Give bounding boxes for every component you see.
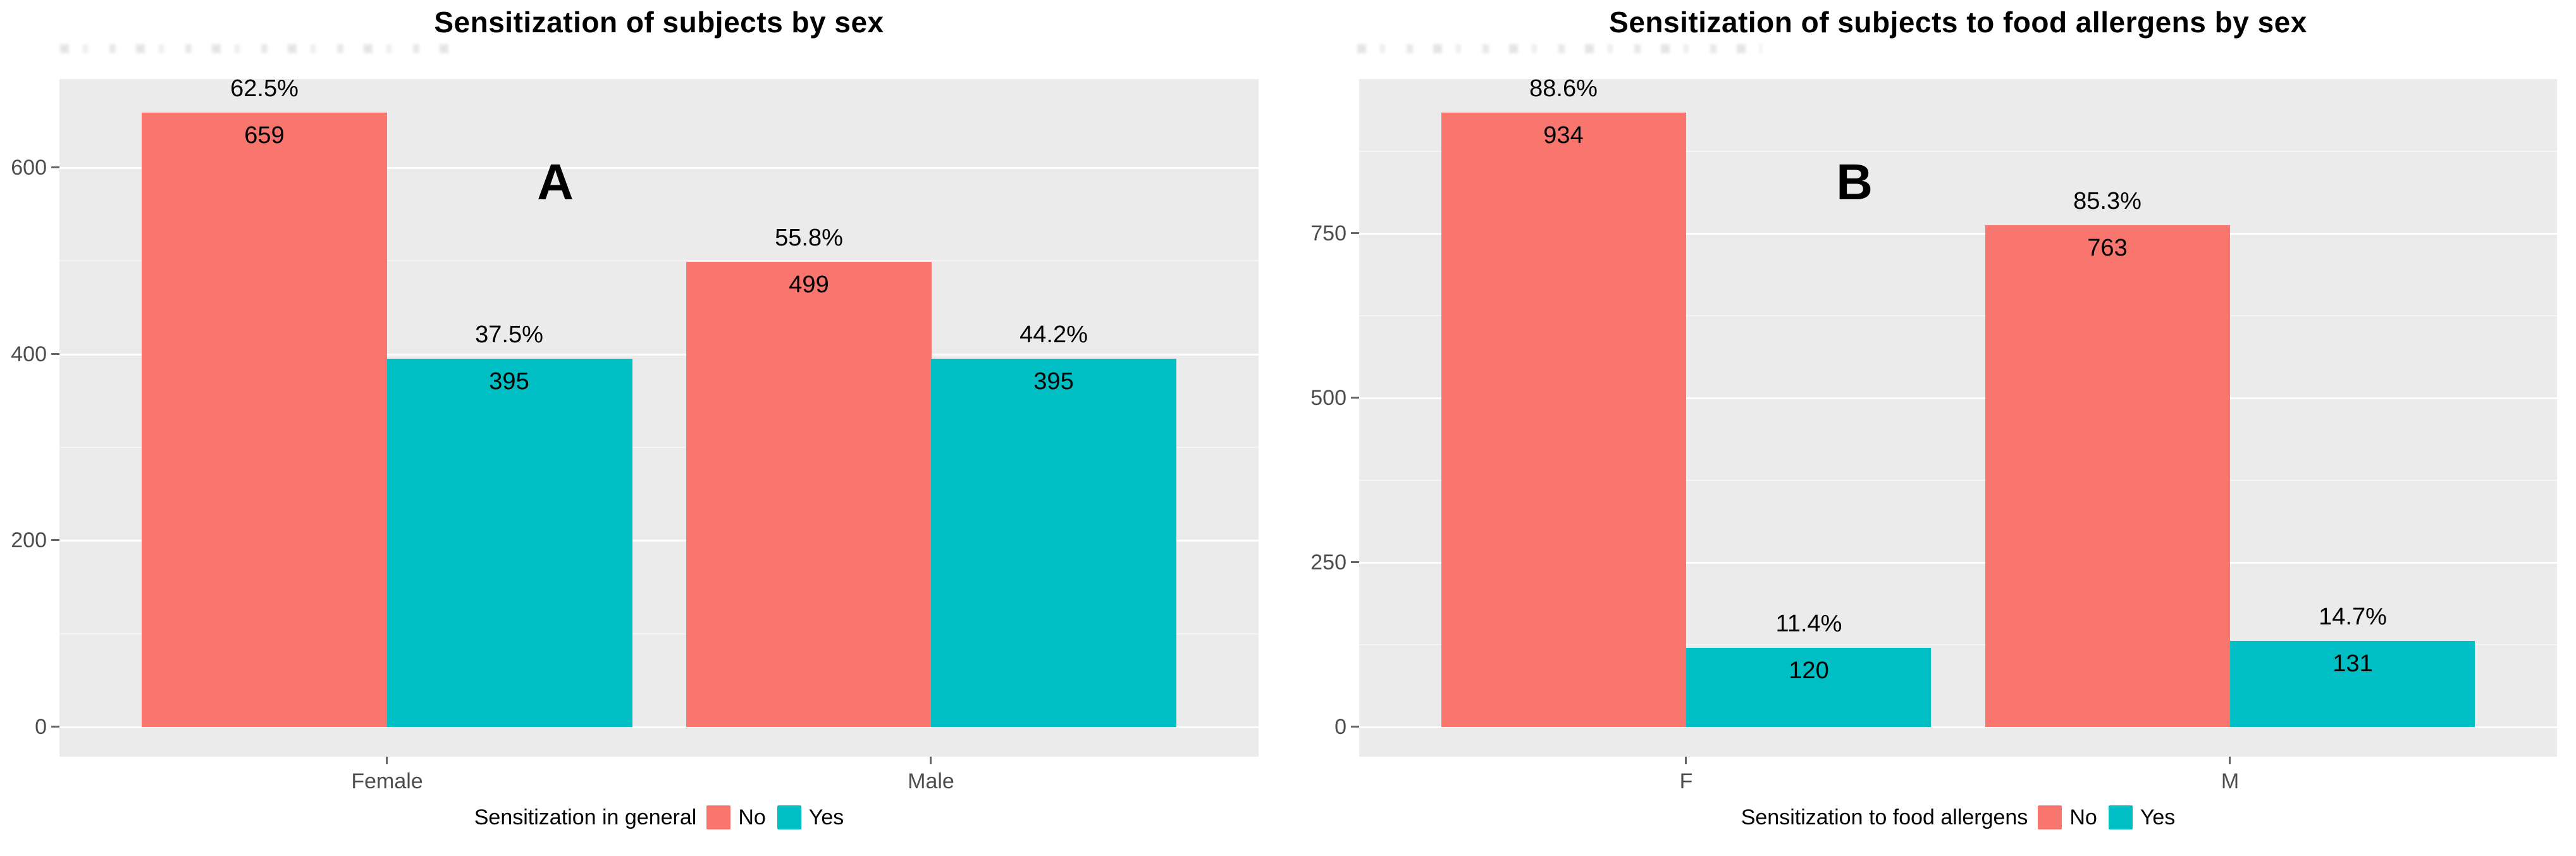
legend-item-no: No — [2038, 805, 2097, 830]
gridline-major-0 — [59, 726, 1259, 728]
y-tick-mark-0 — [1351, 726, 1359, 728]
y-tick-label-600: 600 — [11, 156, 47, 180]
x-tick-label-female: Female — [351, 769, 423, 793]
chart-b: Sensitization of subjects to food allerg… — [1290, 0, 2576, 856]
y-tick-label-400: 400 — [11, 342, 47, 366]
bar-percent-label-yes-f: 11.4% — [1775, 611, 1842, 637]
legend-item-no: No — [706, 805, 766, 830]
chart-a-legend-items: No Yes — [706, 805, 844, 830]
y-tick-label-750: 750 — [1310, 221, 1347, 245]
bar-percent-label-no-m: 85.3% — [2073, 188, 2142, 214]
gridline-minor-300 — [59, 447, 1259, 448]
legend-label-no: No — [738, 805, 766, 829]
gridline-minor-625 — [1359, 315, 2557, 316]
y-tick-label-200: 200 — [11, 528, 47, 552]
gridline-minor-500 — [59, 260, 1259, 261]
gridline-major-0 — [1359, 726, 2557, 728]
gridline-major-500 — [1359, 397, 2557, 399]
bar-yes-female — [387, 359, 632, 727]
bar-count-label-no-m: 763 — [2087, 235, 2128, 261]
chart-b-legend-items: No Yes — [2038, 805, 2175, 830]
gridline-major-750 — [1359, 233, 2557, 235]
legend-swatch-yes — [777, 805, 801, 829]
bar-percent-label-no-female: 62.5% — [230, 75, 299, 102]
bar-yes-m — [2230, 641, 2475, 727]
gridline-minor-375 — [1359, 480, 2557, 481]
y-tick-label-250: 250 — [1310, 550, 1347, 574]
bar-count-label-yes-female: 395 — [489, 368, 529, 395]
bar-count-label-yes-f: 120 — [1789, 657, 1829, 684]
chart-b-legend-title: Sensitization to food allergens — [1741, 805, 2028, 829]
y-tick-mark-500 — [1351, 397, 1359, 399]
bar-count-label-yes-m: 131 — [2333, 650, 2373, 677]
x-tick-label-f: F — [1679, 769, 1693, 793]
y-tick-label-0: 0 — [1334, 715, 1347, 739]
x-tick-mark-female — [386, 757, 388, 764]
gridline-major-600 — [59, 167, 1259, 169]
legend-label-no: No — [2069, 805, 2097, 829]
legend-swatch-no — [2038, 805, 2062, 829]
legend-label-yes: Yes — [808, 805, 844, 829]
chart-a-legend-title: Sensitization in general — [474, 805, 697, 829]
x-tick-mark-m — [2229, 757, 2231, 764]
gridline-minor-100 — [59, 633, 1259, 635]
bar-percent-label-no-f: 88.6% — [1529, 75, 1598, 102]
bar-no-male — [686, 262, 932, 727]
bar-percent-label-yes-male: 44.2% — [1020, 321, 1088, 348]
bar-no-female — [142, 113, 387, 727]
y-tick-mark-200 — [51, 539, 59, 541]
legend-item-yes: Yes — [2108, 805, 2176, 830]
y-tick-mark-600 — [51, 166, 59, 168]
bar-no-m — [1985, 225, 2230, 727]
y-tick-label-500: 500 — [1310, 386, 1347, 410]
bar-percent-label-yes-female: 37.5% — [475, 321, 543, 348]
x-tick-label-male: Male — [908, 769, 954, 793]
gridline-major-250 — [1359, 562, 2557, 564]
bar-count-label-yes-male: 395 — [1033, 368, 1074, 395]
chart-b-title: Sensitization of subjects to food allerg… — [1609, 6, 2307, 39]
bar-count-label-no-f: 934 — [1543, 122, 1584, 149]
bar-percent-label-yes-m: 14.7% — [2319, 604, 2387, 630]
gridline-minor-125 — [1359, 644, 2557, 645]
bar-percent-label-no-male: 55.8% — [775, 225, 843, 251]
y-tick-label-0: 0 — [35, 715, 47, 739]
chart-a-legend: Sensitization in general No Yes — [59, 798, 1259, 836]
chart-a: Sensitization of subjects by sex 0 200 400… — [11, 6, 1259, 836]
legend-item-yes: Yes — [777, 805, 844, 830]
bar-yes-male — [931, 359, 1176, 727]
gridline-minor-875 — [1359, 151, 2557, 152]
legend-swatch-yes — [2108, 805, 2133, 829]
illegible-ghost-text-a — [60, 44, 462, 53]
illegible-ghost-text-b — [1357, 44, 1762, 53]
y-tick-mark-250 — [1351, 561, 1359, 563]
x-tick-mark-male — [930, 757, 932, 764]
y-tick-mark-0 — [51, 726, 59, 728]
y-tick-mark-400 — [51, 353, 59, 355]
gridline-major-400 — [59, 354, 1259, 356]
x-tick-label-m: M — [2221, 769, 2240, 793]
chart-b-legend: Sensitization to food allergens No Yes — [1359, 798, 2557, 836]
chart-b-panel-label: B — [1836, 154, 1873, 210]
x-tick-mark-f — [1685, 757, 1687, 764]
bar-yes-f — [1686, 648, 1931, 727]
legend-swatch-no — [706, 805, 731, 829]
legend-label-yes: Yes — [2140, 805, 2176, 829]
chart-a-panel-label: A — [537, 154, 574, 210]
bar-count-label-no-female: 659 — [244, 122, 285, 149]
gridline-major-200 — [59, 540, 1259, 542]
bar-count-label-no-male: 499 — [789, 271, 829, 298]
bar-no-f — [1441, 113, 1686, 727]
y-tick-mark-750 — [1351, 232, 1359, 234]
chart-a-title: Sensitization of subjects by sex — [434, 6, 884, 39]
